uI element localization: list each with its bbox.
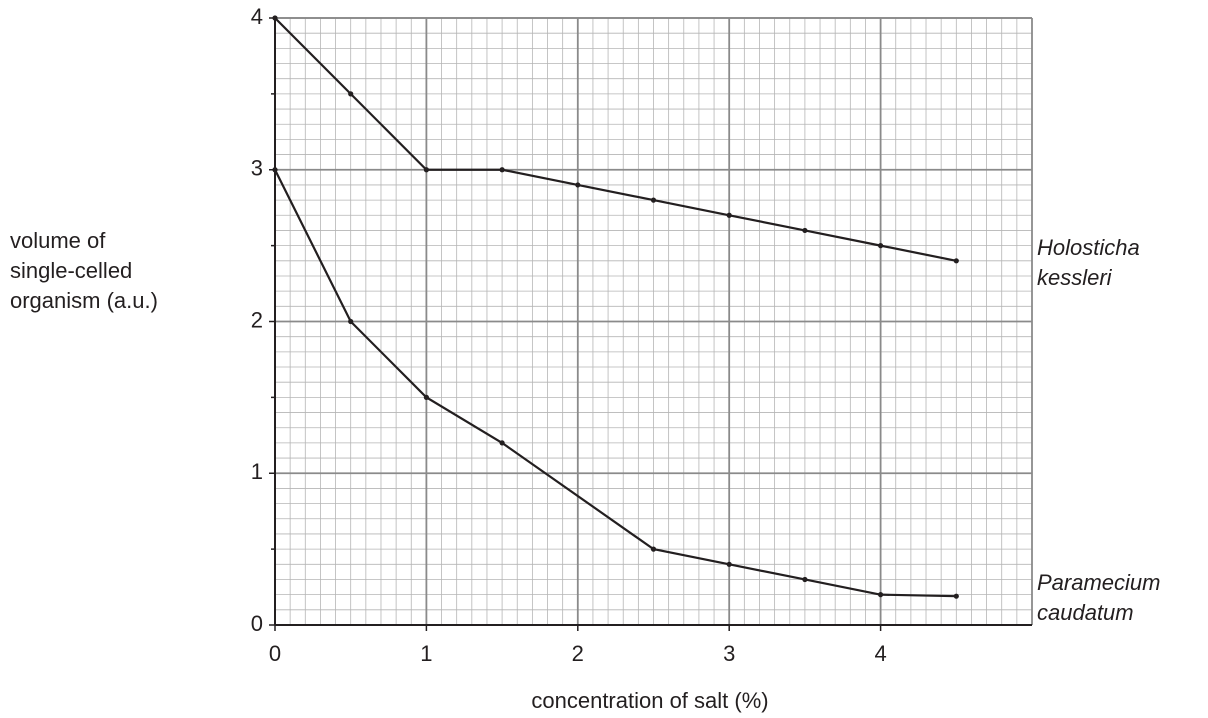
data-point (272, 167, 278, 173)
data-point (575, 182, 581, 188)
data-point (953, 593, 959, 599)
data-point (650, 546, 657, 552)
data-point (726, 561, 732, 567)
y-tick-label: 3 (251, 156, 263, 181)
x-tick-label: 2 (572, 641, 584, 666)
y-tick-label: 1 (251, 459, 263, 484)
x-tick-label: 0 (269, 641, 281, 666)
x-axis-label: concentration of salt (%) (531, 688, 768, 713)
data-point (272, 15, 278, 21)
y-axis-label: organism (a.u.) (10, 288, 158, 313)
y-axis-label: single-celled (10, 258, 132, 283)
data-point (423, 394, 429, 400)
x-tick-label: 3 (723, 641, 735, 666)
data-point (878, 592, 884, 598)
data-point (878, 243, 884, 249)
data-point (953, 258, 959, 264)
y-tick-label: 0 (251, 611, 263, 636)
data-point (802, 227, 808, 234)
x-tick-label: 4 (874, 641, 886, 666)
data-point (650, 197, 657, 203)
data-point (348, 91, 354, 97)
data-point (802, 576, 808, 583)
data-point (499, 167, 505, 173)
series-line (274, 17, 957, 262)
series-line (274, 169, 957, 598)
data-point (348, 318, 354, 325)
data-point (726, 212, 732, 218)
y-tick-label: 4 (251, 4, 263, 29)
data-point (423, 167, 429, 173)
series-label: Holosticha kessleri (1037, 235, 1140, 290)
y-axis-label: volume of (10, 228, 106, 253)
x-tick-label: 1 (420, 641, 432, 666)
data-point (499, 440, 505, 446)
series-label: Paramecium caudatum (1037, 570, 1160, 625)
y-tick-label: 2 (251, 307, 263, 332)
